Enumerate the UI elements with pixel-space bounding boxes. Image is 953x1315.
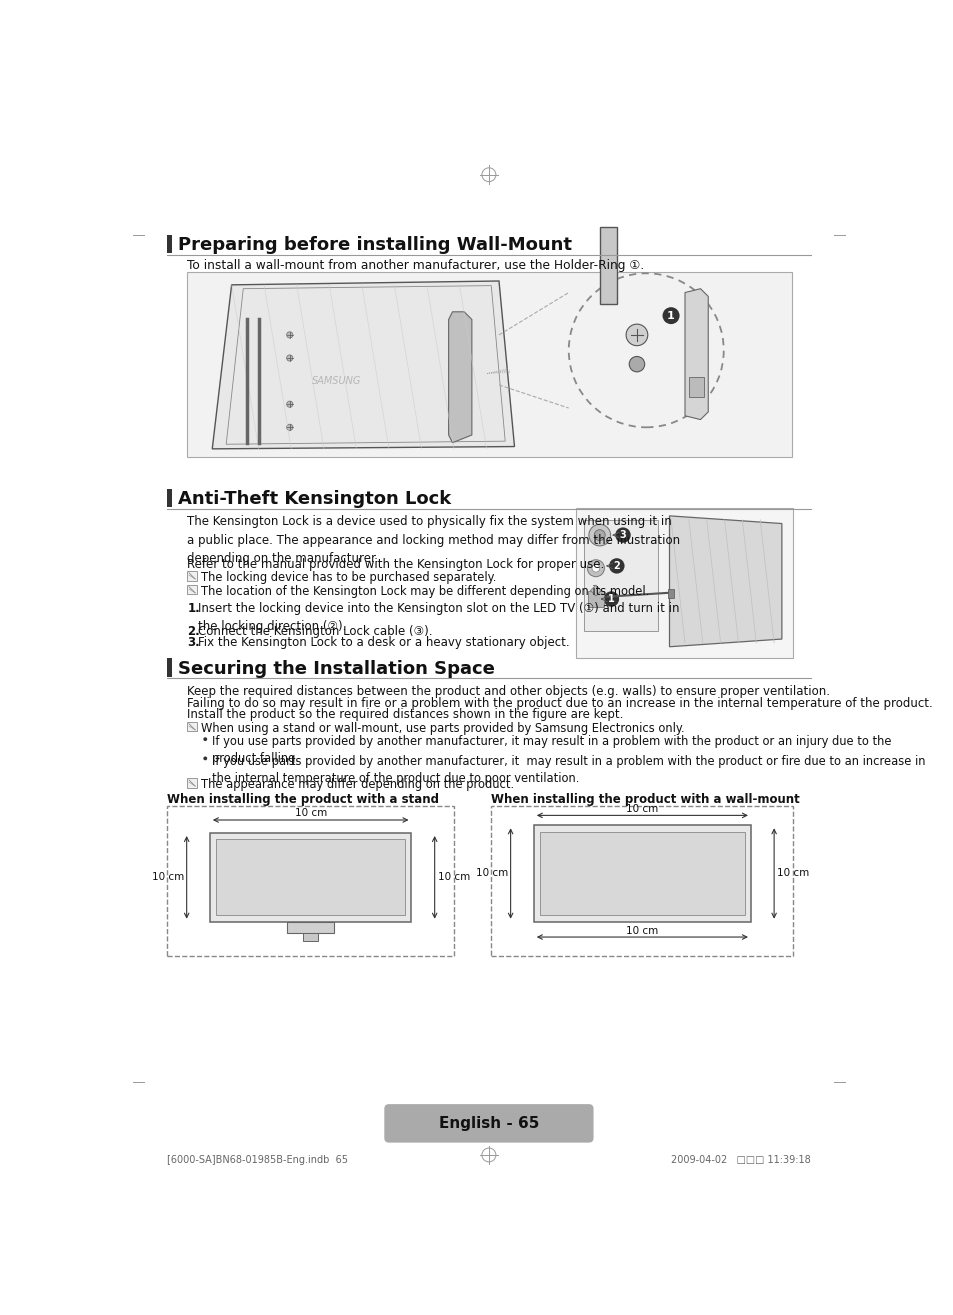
Circle shape xyxy=(587,560,604,577)
Text: The location of the Kensington Lock may be different depending on its model.: The location of the Kensington Lock may … xyxy=(201,585,649,598)
Text: 1.: 1. xyxy=(187,602,200,615)
Bar xyxy=(187,272,791,456)
Bar xyxy=(491,806,793,956)
Circle shape xyxy=(203,738,207,742)
Text: Fix the Kensington Lock to a desk or a heavy stationary object.: Fix the Kensington Lock to a desk or a h… xyxy=(198,636,569,650)
Text: To install a wall-mount from another manufacturer, use the Holder-Ring ①.: To install a wall-mount from another man… xyxy=(187,259,644,272)
Bar xyxy=(688,377,703,397)
Text: The locking device has to be purchased separately.: The locking device has to be purchased s… xyxy=(201,571,497,584)
Bar xyxy=(303,934,318,942)
Circle shape xyxy=(286,331,293,338)
Text: When using a stand or wall-mount, use parts provided by Samsung Electronics only: When using a stand or wall-mount, use pa… xyxy=(201,722,684,735)
Bar xyxy=(216,839,405,915)
FancyBboxPatch shape xyxy=(187,585,196,594)
Text: The appearance may differ depending on the product.: The appearance may differ depending on t… xyxy=(201,778,514,792)
Bar xyxy=(599,227,617,304)
Text: 2.: 2. xyxy=(187,625,200,638)
Text: Keep the required distances between the product and other objects (e.g. walls) t: Keep the required distances between the … xyxy=(187,685,829,698)
Text: SAMSUNG: SAMSUNG xyxy=(312,376,360,387)
Circle shape xyxy=(615,527,630,543)
Text: Failing to do so may result in fire or a problem with the product due to an incr: Failing to do so may result in fire or a… xyxy=(187,697,932,710)
Bar xyxy=(583,519,658,631)
Text: 10 cm: 10 cm xyxy=(437,872,470,882)
Text: When installing the product with a wall-mount: When installing the product with a wall-… xyxy=(491,793,800,806)
Polygon shape xyxy=(448,312,472,443)
Polygon shape xyxy=(684,289,707,419)
Text: Securing the Installation Space: Securing the Installation Space xyxy=(178,660,495,677)
FancyBboxPatch shape xyxy=(187,571,196,580)
Text: 10 cm: 10 cm xyxy=(625,803,658,814)
Circle shape xyxy=(203,756,207,760)
Text: When installing the product with a stand: When installing the product with a stand xyxy=(167,793,438,806)
Text: 2: 2 xyxy=(613,562,619,571)
Text: 10 cm: 10 cm xyxy=(777,868,809,878)
Text: If you use parts provided by another manufacturer, it  may result in a problem w: If you use parts provided by another man… xyxy=(212,755,924,785)
Circle shape xyxy=(286,425,293,430)
Bar xyxy=(167,235,172,254)
Circle shape xyxy=(603,592,618,606)
Text: [6000-SA]BN68-01985B-Eng.indb  65: [6000-SA]BN68-01985B-Eng.indb 65 xyxy=(167,1155,348,1165)
Bar xyxy=(539,831,744,915)
Circle shape xyxy=(286,355,293,362)
Text: 1: 1 xyxy=(666,310,674,321)
Text: Preparing before installing Wall-Mount: Preparing before installing Wall-Mount xyxy=(178,237,572,254)
Bar xyxy=(667,589,674,598)
Text: Refer to the manual provided with the Kensington Lock for proper use.: Refer to the manual provided with the Ke… xyxy=(187,558,604,571)
FancyBboxPatch shape xyxy=(384,1105,593,1143)
Text: 10 cm: 10 cm xyxy=(152,872,184,882)
Text: 10 cm: 10 cm xyxy=(476,868,508,878)
Circle shape xyxy=(594,530,604,540)
Text: Insert the locking device into the Kensington slot on the LED TV (①) and turn it: Insert the locking device into the Kensi… xyxy=(198,602,679,633)
Text: Connect the Kensington Lock cable (③).: Connect the Kensington Lock cable (③). xyxy=(198,625,433,638)
Circle shape xyxy=(625,323,647,346)
Text: 2009-04-02   □□□ 11:39:18: 2009-04-02 □□□ 11:39:18 xyxy=(670,1155,810,1165)
Text: 3: 3 xyxy=(619,530,626,540)
Bar xyxy=(587,592,603,606)
Text: 10 cm: 10 cm xyxy=(625,926,658,935)
Bar xyxy=(167,659,172,677)
Text: The Kensington Lock is a device used to physically fix the system when using it : The Kensington Lock is a device used to … xyxy=(187,515,679,565)
Bar xyxy=(576,508,793,659)
Circle shape xyxy=(286,401,293,408)
FancyBboxPatch shape xyxy=(187,722,196,731)
Bar xyxy=(210,834,411,922)
Bar xyxy=(167,806,454,956)
Text: 10 cm: 10 cm xyxy=(294,809,327,818)
Text: 1: 1 xyxy=(607,594,614,604)
Text: If you use parts provided by another manufacturer, it may result in a problem wi: If you use parts provided by another man… xyxy=(212,735,891,765)
Polygon shape xyxy=(212,281,514,448)
Text: Install the product so the required distances shown in the figure are kept.: Install the product so the required dist… xyxy=(187,709,623,722)
Polygon shape xyxy=(669,515,781,647)
Circle shape xyxy=(608,558,624,573)
Circle shape xyxy=(588,525,610,546)
Polygon shape xyxy=(590,585,600,596)
Circle shape xyxy=(629,356,644,372)
FancyBboxPatch shape xyxy=(187,778,196,788)
Text: 3.: 3. xyxy=(187,636,200,650)
Bar xyxy=(534,826,750,922)
Circle shape xyxy=(592,564,599,572)
Bar xyxy=(167,489,172,508)
Text: English - 65: English - 65 xyxy=(438,1116,538,1131)
Circle shape xyxy=(661,308,679,323)
Bar xyxy=(287,922,334,934)
Text: Anti-Theft Kensington Lock: Anti-Theft Kensington Lock xyxy=(178,490,451,509)
